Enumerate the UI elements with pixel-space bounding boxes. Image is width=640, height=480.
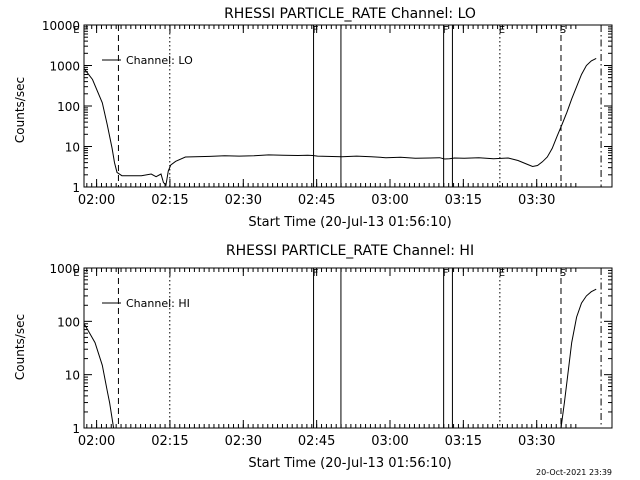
x-tick-label: 02:45 [298,434,335,449]
y-tick-label: 10 [65,369,80,383]
panel-hi-xlabel: Start Time (20-Jul-13 01:56:10) [248,456,451,471]
event-marker-label: E [73,25,79,36]
x-tick-label: 03:15 [445,434,482,449]
event-marker-label: S [560,268,566,279]
event-marker-label: F [313,268,319,279]
panel-lo-plot-area: 1 10 100 1000 10000 02:00 02:15 02:30 02:45 03:00… [42,19,613,208]
y-tick-label: 10 [65,141,80,155]
x-tick-label: 02:15 [151,434,188,449]
y-tick-label: 10000 [42,19,80,33]
panel-hi: RHESSI PARTICLE_RATE Channel: HI Start T… [13,243,613,471]
panel-hi-ylabel: Counts/sec [13,314,27,380]
panel-hi-plot-area: 1 10 100 1000 02:00 02:15 02:30 02:45 03:00 03:15… [49,262,613,449]
x-tick-label: 02:00 [78,434,115,449]
x-tick-label: 03:00 [371,193,408,208]
event-marker-label: E [499,268,505,279]
x-tick-label: 02:30 [225,193,262,208]
event-marker-label: F [443,25,449,36]
x-tick-label: 03:00 [371,434,408,449]
event-marker-label: E [499,25,505,36]
x-tick-label: 03:30 [518,193,555,208]
panel-lo-ylabel: Counts/sec [13,77,27,143]
footer-timestamp: 20-Oct-2021 23:39 [536,468,612,477]
panel-lo: RHESSI PARTICLE_RATE Channel: LO Start T… [13,6,613,230]
x-tick-label: 03:30 [518,434,555,449]
y-tick-label: 100 [57,315,80,329]
y-tick-label: 1 [72,181,80,195]
event-marker-label: E [73,268,79,279]
event-marker-label: F [443,268,449,279]
series-line [83,288,597,429]
y-tick-label: 1 [72,422,80,436]
event-marker-label: S [560,25,566,36]
legend-label: Channel: HI [126,297,190,310]
panel-lo-title: RHESSI PARTICLE_RATE Channel: LO [224,6,476,22]
x-tick-label: 03:15 [445,193,482,208]
plot-frame [83,267,613,429]
x-tick-label: 02:15 [151,193,188,208]
y-tick-label: 100 [57,100,80,114]
series-line [83,57,597,187]
x-tick-label: 02:00 [78,193,115,208]
panel-lo-xlabel: Start Time (20-Jul-13 01:56:10) [248,215,451,230]
y-tick-label: 1000 [49,262,80,276]
y-tick-label: 1000 [49,60,80,74]
legend-label: Channel: LO [126,54,193,67]
x-tick-label: 02:45 [298,193,335,208]
panel-hi-title: RHESSI PARTICLE_RATE Channel: HI [226,243,474,259]
x-tick-label: 02:30 [225,434,262,449]
event-marker-label: F [313,25,319,36]
